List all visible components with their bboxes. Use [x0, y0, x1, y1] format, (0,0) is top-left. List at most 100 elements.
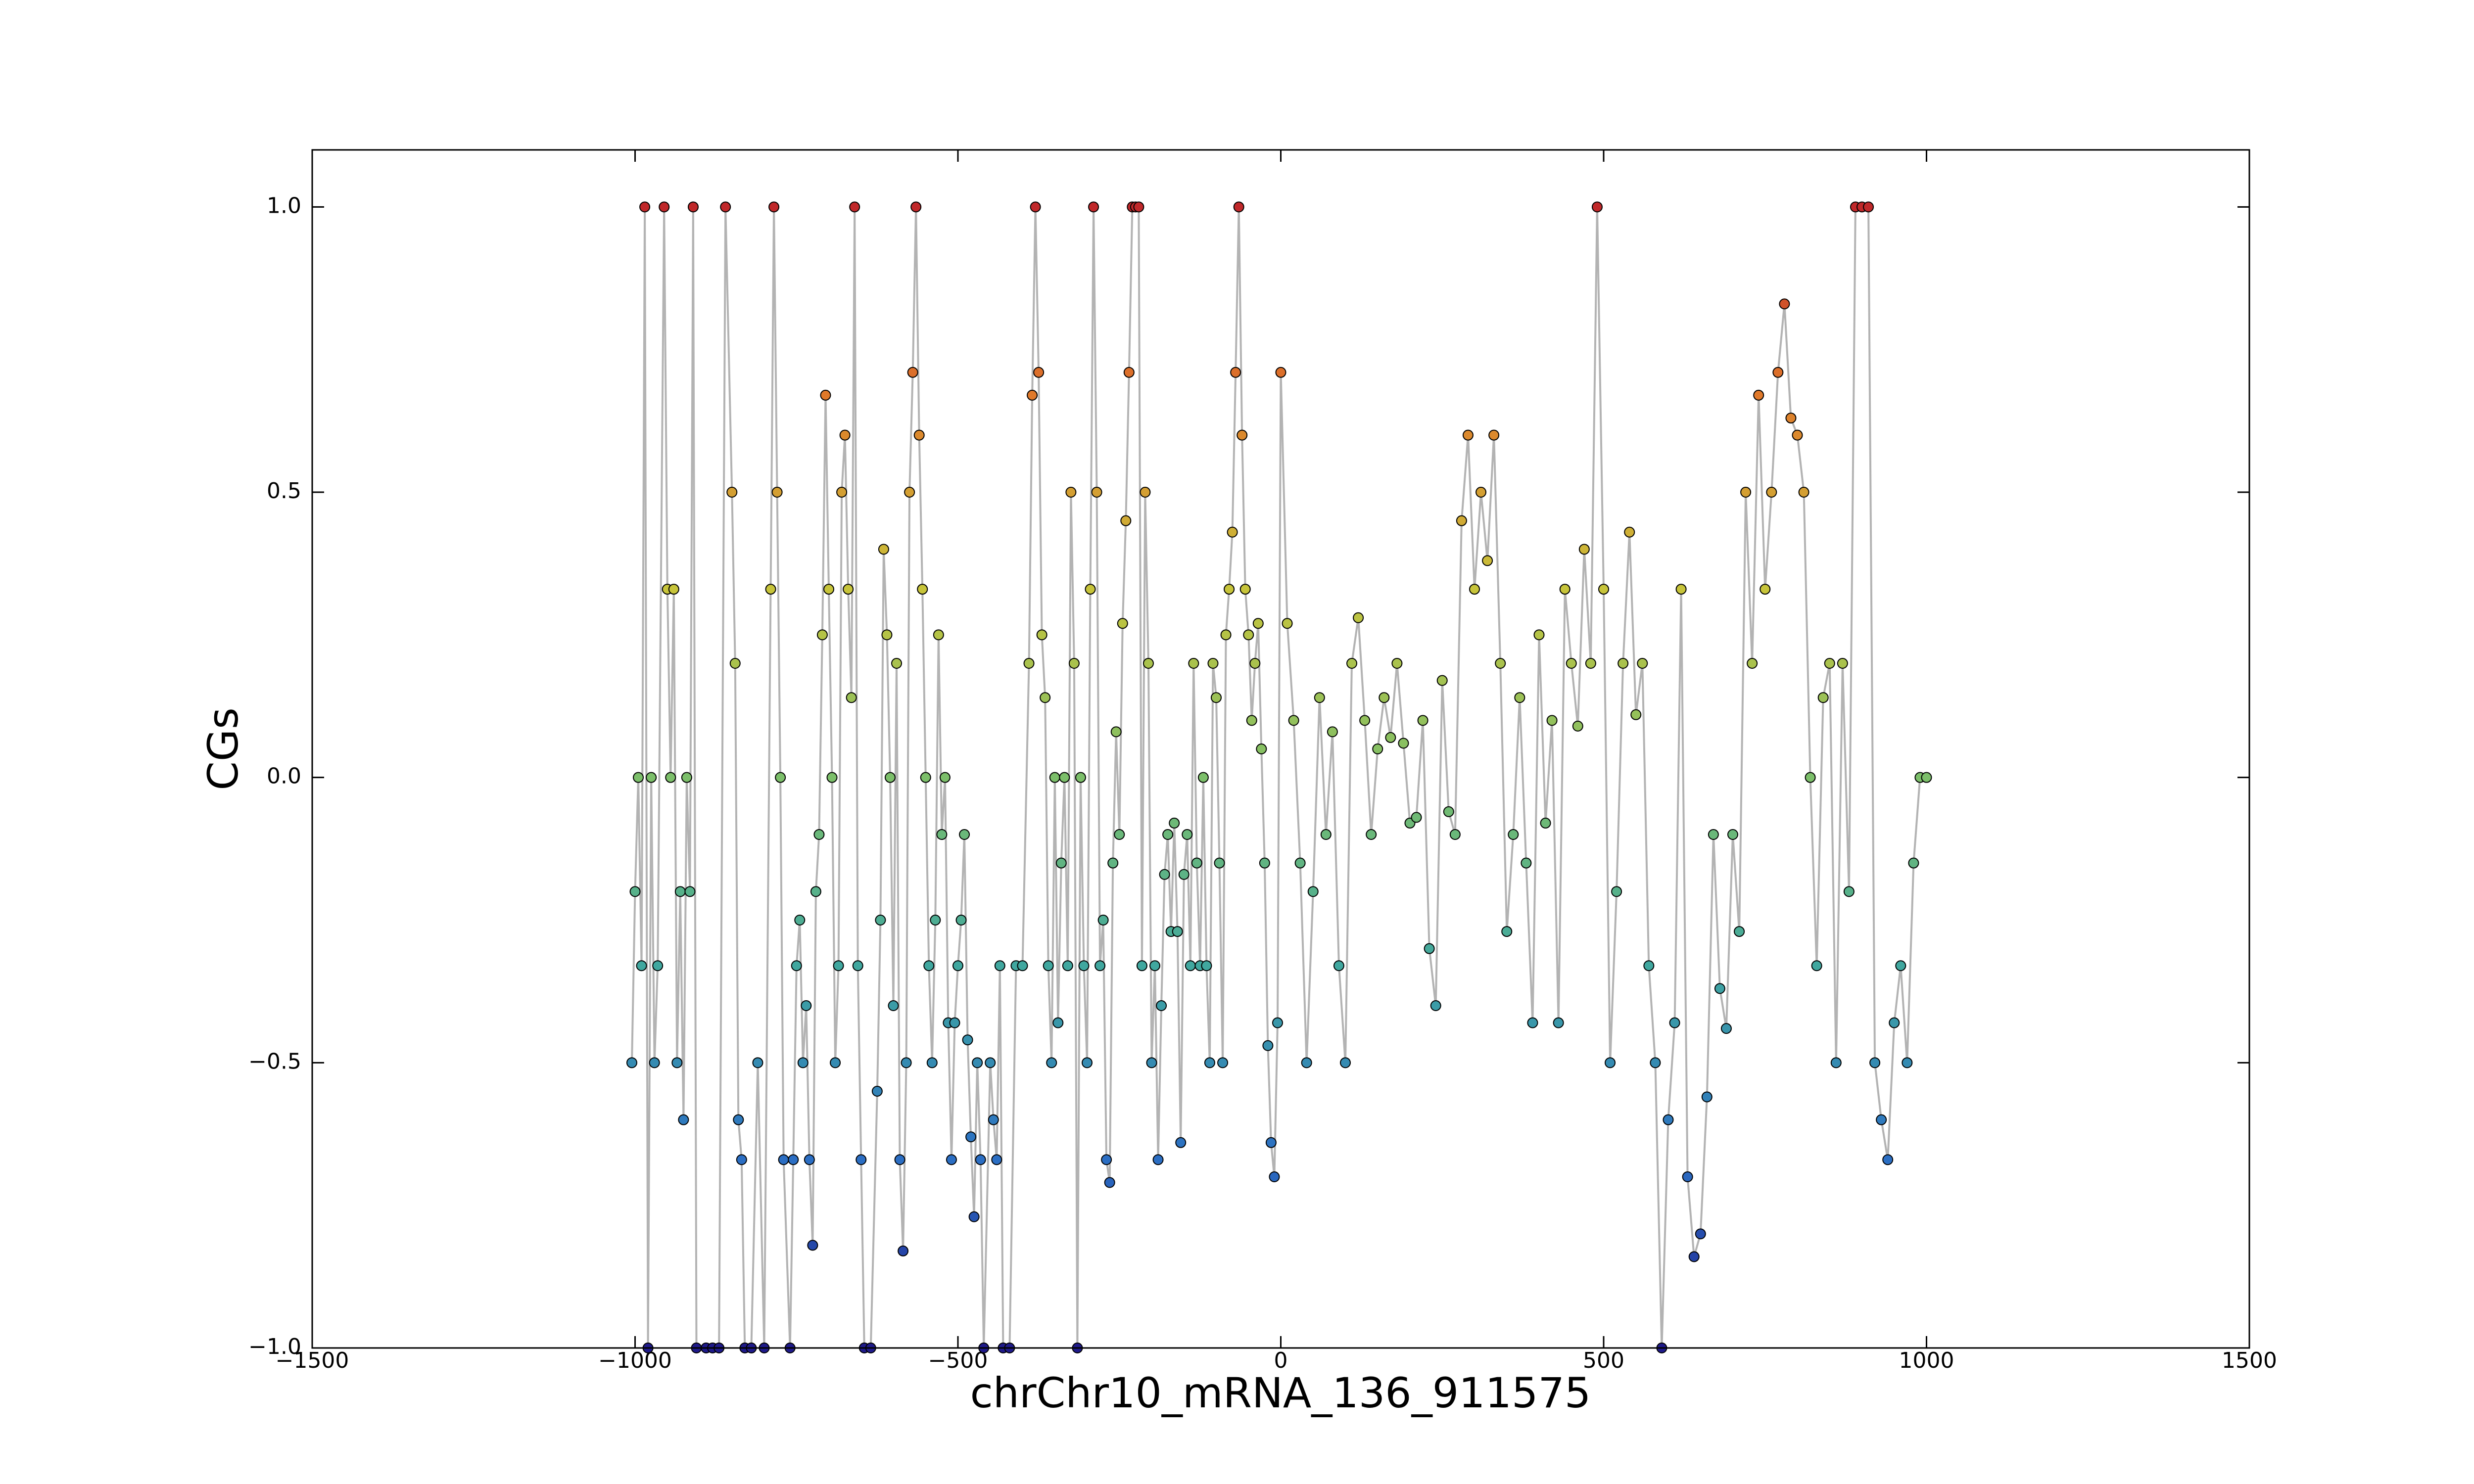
data-point: [1424, 943, 1435, 954]
x-tick-label: −1500: [276, 1348, 349, 1373]
data-point: [959, 829, 970, 840]
data-point: [1169, 817, 1180, 829]
data-point: [639, 201, 651, 213]
data-point: [955, 915, 967, 926]
data-point: [768, 201, 780, 213]
data-point: [901, 1057, 912, 1068]
data-point: [1175, 1137, 1187, 1148]
y-tick-label: 0.0: [267, 764, 301, 789]
data-point: [1201, 960, 1212, 972]
data-point: [1275, 367, 1286, 378]
data-point: [659, 201, 670, 213]
data-point: [823, 584, 834, 595]
data-point: [729, 658, 741, 669]
data-point: [1830, 1057, 1842, 1068]
data-point: [856, 1154, 867, 1165]
data-point: [1779, 298, 1790, 310]
y-axis-label: CGs: [199, 707, 247, 790]
x-tick-label: −500: [928, 1348, 988, 1373]
data-point: [1591, 201, 1603, 213]
data-point: [1046, 1057, 1057, 1068]
data-point: [1327, 726, 1338, 738]
data-point: [1320, 829, 1332, 840]
data-point: [1708, 829, 1719, 840]
data-point: [1133, 201, 1144, 213]
data-point: [888, 1000, 899, 1011]
data-point: [1630, 709, 1642, 720]
data-point: [1182, 829, 1193, 840]
data-point: [626, 1057, 637, 1068]
data-point: [962, 1034, 973, 1046]
data-point: [994, 960, 1005, 972]
data-point: [1294, 857, 1306, 869]
data-point: [1895, 960, 1906, 972]
data-point: [1207, 658, 1219, 669]
data-point: [1663, 1114, 1674, 1125]
data-point: [1085, 584, 1096, 595]
data-point: [1772, 367, 1784, 378]
data-point: [1605, 1057, 1616, 1068]
data-point: [1876, 1114, 1887, 1125]
data-point: [1027, 389, 1038, 401]
data-point: [1863, 201, 1874, 213]
data-point: [788, 1154, 799, 1165]
data-point: [1740, 487, 1752, 498]
data-point: [1246, 715, 1257, 726]
data-point: [733, 1114, 744, 1125]
data-point: [1233, 201, 1244, 213]
data-point: [898, 1245, 909, 1256]
data-point: [930, 915, 941, 926]
data-point: [1224, 584, 1235, 595]
data-point: [794, 915, 806, 926]
data-point: [1921, 772, 1932, 783]
data-point: [1214, 857, 1225, 869]
data-point: [833, 960, 844, 972]
data-point: [1462, 429, 1474, 441]
data-point: [791, 960, 802, 972]
data-point: [839, 429, 851, 441]
data-point: [752, 1057, 763, 1068]
plot-frame: [311, 149, 2250, 1349]
data-point: [1456, 515, 1467, 526]
data-point: [891, 658, 903, 669]
data-point: [797, 1057, 809, 1068]
data-point: [629, 886, 641, 897]
y-tick-label: −1.0: [248, 1334, 301, 1359]
data-point: [1379, 692, 1390, 703]
data-point: [1101, 1154, 1112, 1165]
data-point: [1249, 658, 1261, 669]
data-point: [1701, 1091, 1713, 1103]
data-point: [1333, 960, 1344, 972]
data-point: [1030, 201, 1041, 213]
data-point: [1817, 692, 1829, 703]
data-point: [1052, 1017, 1064, 1028]
data-point: [671, 1057, 683, 1068]
data-point: [1488, 429, 1500, 441]
data-point: [681, 772, 692, 783]
data-point: [1372, 743, 1383, 754]
data-point: [1618, 658, 1629, 669]
data-point: [1149, 960, 1161, 972]
data-point: [1088, 201, 1099, 213]
data-point: [1269, 1171, 1280, 1182]
x-tick-label: 500: [1583, 1348, 1624, 1373]
data-point: [1785, 413, 1797, 424]
data-point: [1527, 1017, 1538, 1028]
data-point: [775, 772, 786, 783]
data-point: [1598, 584, 1609, 595]
data-point: [674, 886, 686, 897]
data-point: [1204, 1057, 1215, 1068]
data-point: [1104, 1177, 1115, 1188]
data-point: [907, 367, 918, 378]
data-point: [816, 629, 828, 641]
data-point: [1017, 960, 1028, 972]
data-point: [1798, 487, 1809, 498]
data-point: [1301, 1057, 1312, 1068]
data-point: [1110, 726, 1122, 738]
data-point: [1191, 857, 1202, 869]
data-point: [1559, 584, 1570, 595]
data-point: [871, 1086, 883, 1097]
x-tick-label: 1500: [2222, 1348, 2277, 1373]
data-point: [1252, 618, 1264, 629]
